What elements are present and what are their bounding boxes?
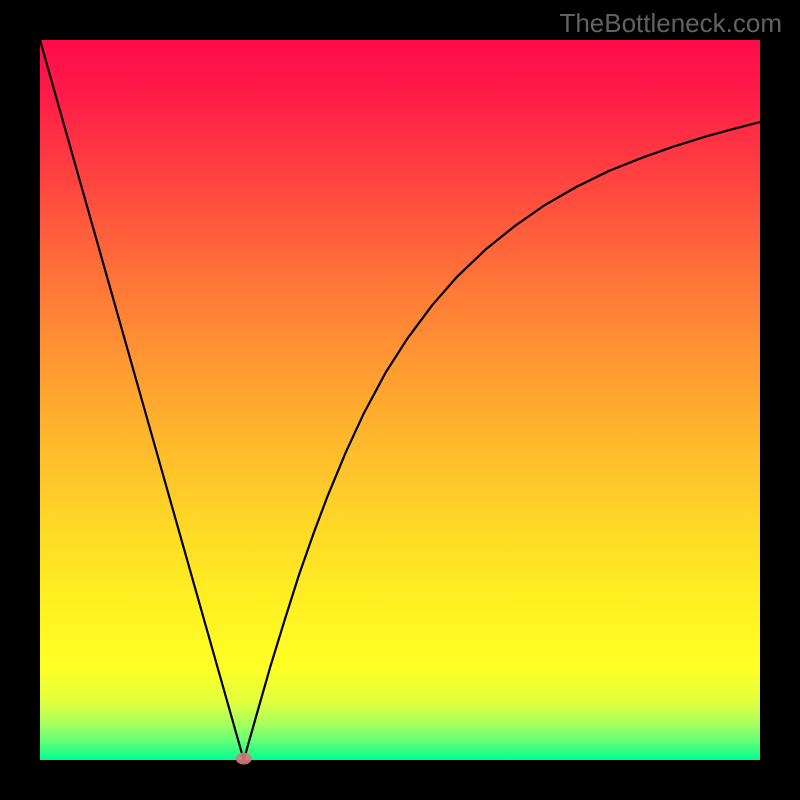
watermark-text: TheBottleneck.com (559, 8, 782, 39)
chart-container: TheBottleneck.com (0, 0, 800, 800)
minimum-marker (236, 753, 252, 765)
bottleneck-chart (0, 0, 800, 800)
plot-background (40, 40, 760, 760)
